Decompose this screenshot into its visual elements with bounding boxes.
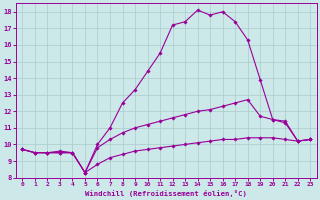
X-axis label: Windchill (Refroidissement éolien,°C): Windchill (Refroidissement éolien,°C): [85, 190, 247, 197]
